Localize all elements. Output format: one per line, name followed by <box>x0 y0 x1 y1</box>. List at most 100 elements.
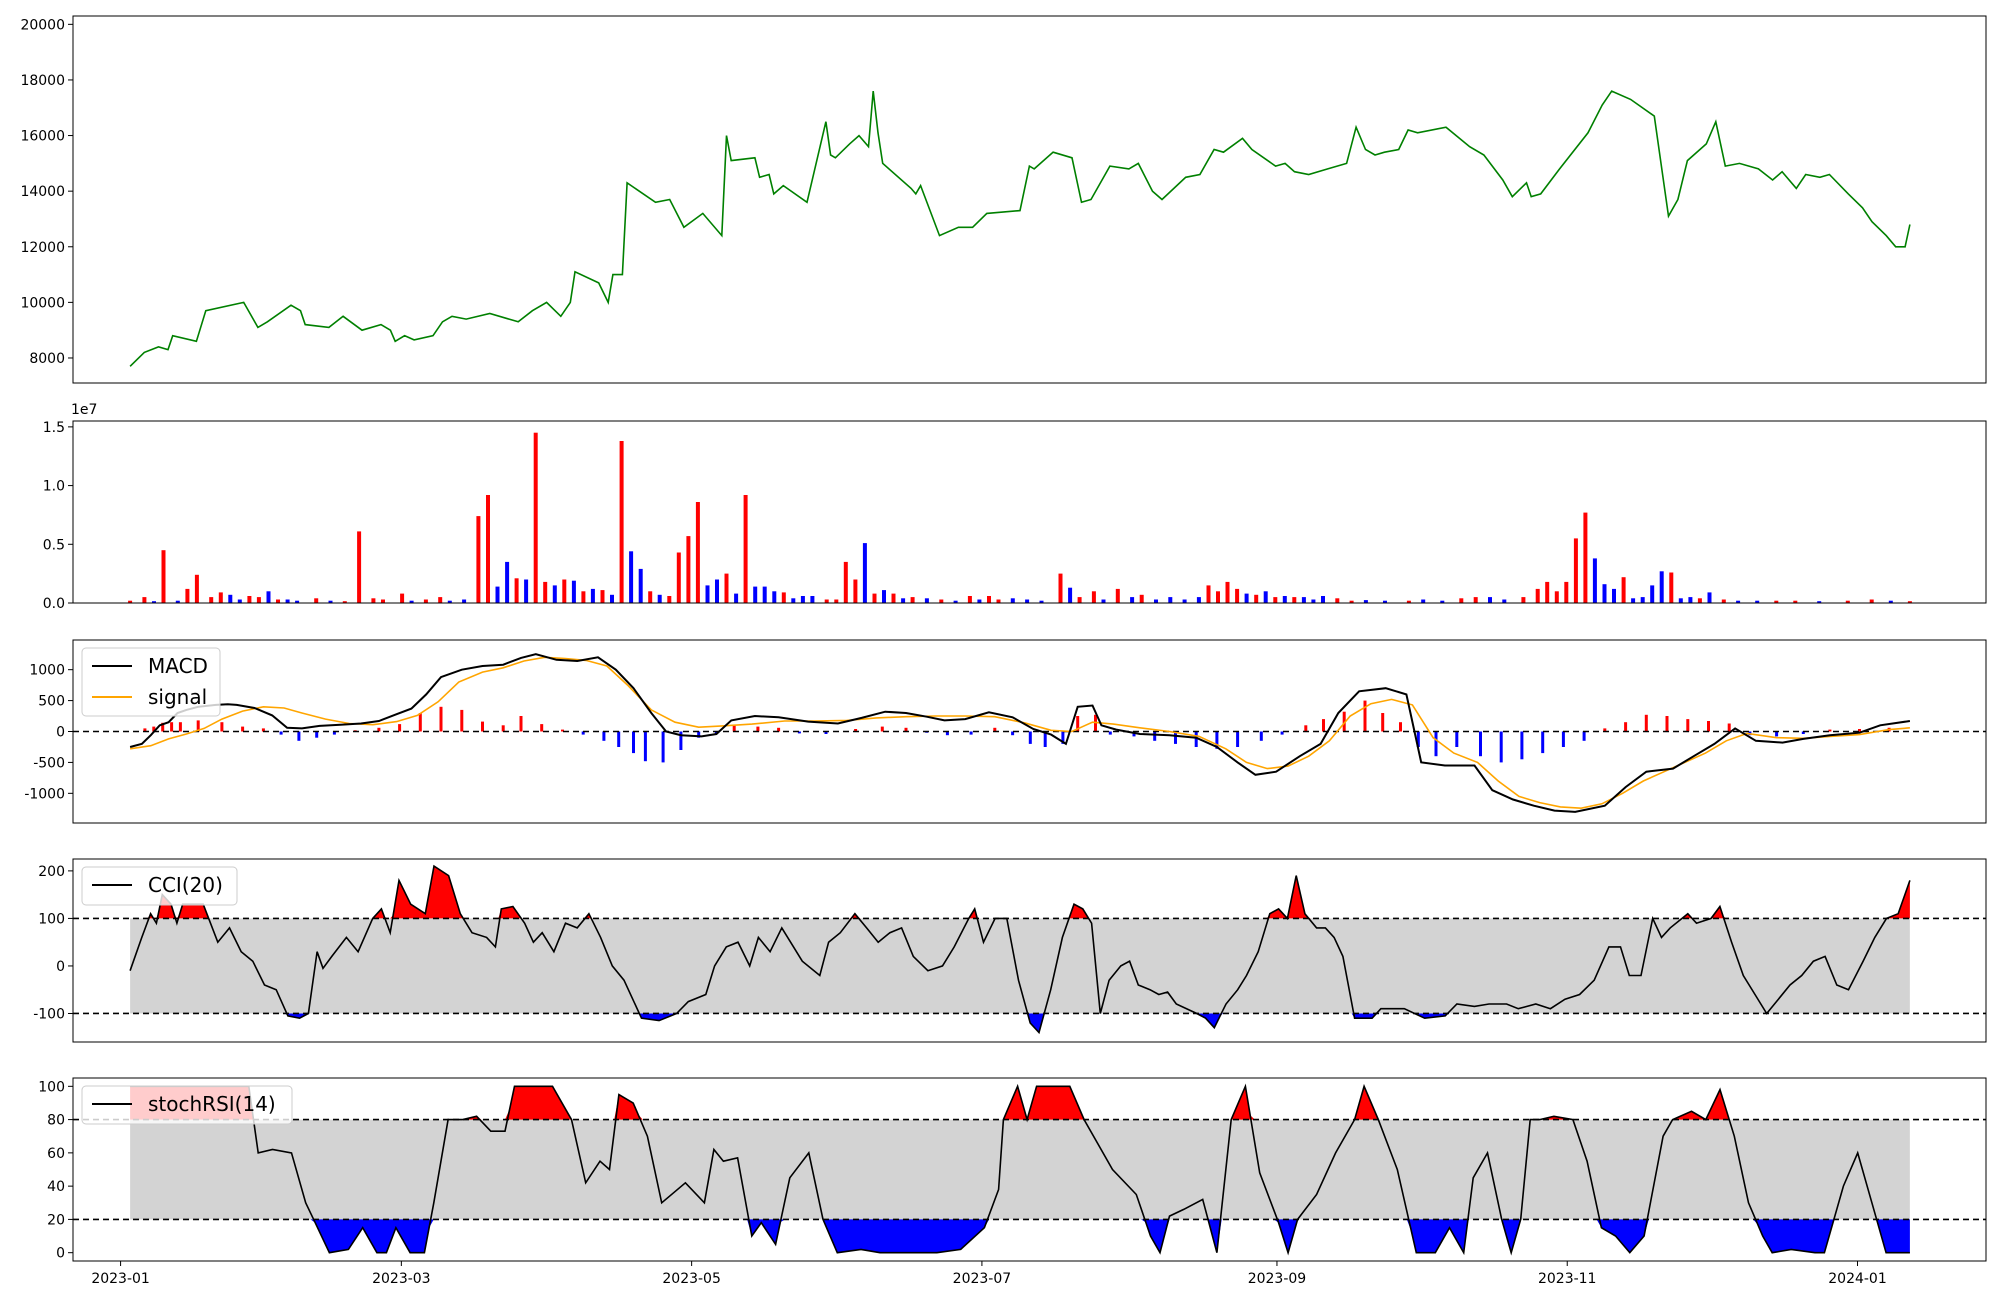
x-tick-label: 2023-09 <box>1248 1271 1307 1287</box>
volume-bar <box>1091 591 1096 603</box>
volume-panel-frame <box>72 420 1987 604</box>
macd-histogram-bar <box>1236 731 1240 747</box>
volume-bar <box>142 597 147 603</box>
macd-histogram-bar <box>178 722 182 732</box>
macd-histogram-bar <box>1455 731 1459 747</box>
stochrsi-panel: 0 20 40 60 80 100 stochRSI(14) <box>38 1077 1987 1262</box>
date-x-axis: 2023-01 2023-03 2023-05 2023-07 2023-09 2023-… <box>91 1261 1887 1287</box>
y-tick-label: 200 <box>38 864 65 880</box>
macd-histogram-bar <box>679 731 683 750</box>
volume-bar <box>686 536 691 603</box>
macd-histogram-bar <box>1259 731 1263 741</box>
volume-bar <box>1621 577 1626 603</box>
volume-bar <box>209 597 214 603</box>
volume-bar <box>276 599 280 603</box>
volume-bar <box>1254 594 1259 603</box>
macd-histogram-bar <box>880 726 884 732</box>
stochrsi-line <box>130 1083 1910 1256</box>
volume-bar <box>734 593 739 603</box>
volume-bar <box>1659 571 1664 603</box>
volume-bar <box>705 585 710 603</box>
macd-histogram-bar <box>1520 731 1524 760</box>
macd-histogram-bar <box>1215 731 1219 749</box>
y-tick-label: 1.5 <box>43 420 65 436</box>
volume-bar <box>381 599 385 603</box>
y-tick-label: 0.5 <box>43 537 65 553</box>
volume-bar <box>1440 600 1445 603</box>
volume-bar <box>342 601 347 603</box>
volume-bar <box>1535 588 1540 603</box>
y-tick-label: 14000 <box>20 184 65 200</box>
macd-histogram-bar <box>1727 723 1731 732</box>
volume-bar <box>571 580 576 603</box>
volume-bar <box>1583 512 1588 603</box>
macd-histogram-bar <box>1132 731 1136 737</box>
volume-bar <box>924 598 929 603</box>
y-tick-label: 60 <box>47 1146 65 1162</box>
macd-histogram-bar <box>1342 711 1346 732</box>
volume-bar <box>1612 588 1616 603</box>
volume-bar <box>1817 601 1822 603</box>
macd-histogram-bar <box>561 729 564 732</box>
volume-bar <box>1010 598 1015 603</box>
y-tick-label: 20000 <box>20 17 65 33</box>
macd-histogram-bar <box>1416 731 1420 747</box>
x-tick-label: 2023-07 <box>953 1271 1012 1287</box>
volume-bar <box>1736 600 1741 603</box>
volume-bar <box>314 598 319 603</box>
volume-bar <box>1755 600 1760 603</box>
macd-histogram-bar <box>261 728 265 732</box>
volume-bar <box>1168 597 1173 603</box>
macd-histogram-bar <box>332 731 336 735</box>
volume-bar <box>901 598 906 603</box>
macd-panel: -1000 -500 0 500 1000 MACD signal <box>24 639 1987 824</box>
volume-bar <box>1068 587 1073 603</box>
volume-bar <box>762 586 767 603</box>
x-tick-label: 2023-05 <box>662 1271 721 1287</box>
x-tick-label: 2023-01 <box>91 1271 150 1287</box>
volume-bar <box>967 596 972 603</box>
macd-histogram-bar <box>196 720 200 732</box>
volume-bar <box>175 600 180 603</box>
volume-bar <box>1721 599 1726 603</box>
volume-bar <box>1545 581 1550 603</box>
macd-histogram-bar <box>398 724 402 732</box>
volume-bar <box>462 599 467 603</box>
macd-histogram-bar <box>170 722 174 732</box>
y-tick-label: -100 <box>33 1006 65 1022</box>
volume-bar <box>543 581 548 603</box>
macd-histogram-bar <box>279 731 283 735</box>
stochrsi-legend-label: stochRSI(14) <box>148 1092 276 1116</box>
volume-bar <box>638 568 643 603</box>
volume-bar <box>724 573 729 603</box>
volume-bar <box>505 561 510 603</box>
volume-bar <box>1697 598 1702 603</box>
volume-bar <box>987 596 991 603</box>
macd-legend-label: MACD <box>148 654 208 678</box>
price-panel-frame <box>72 15 1987 384</box>
y-tick-label: 16000 <box>20 129 65 145</box>
macd-histogram-bar <box>697 731 701 738</box>
macd-histogram-bar <box>1644 714 1648 732</box>
volume-bar <box>228 594 233 603</box>
volume-bar <box>237 599 242 603</box>
volume-bar <box>1793 600 1798 603</box>
volume-bar <box>1077 597 1082 603</box>
macd-histogram-bar <box>993 727 997 732</box>
stochrsi-legend: stochRSI(14) <box>81 1085 293 1125</box>
volume-bar <box>1154 599 1158 603</box>
macd-histogram-bar <box>945 731 949 736</box>
volume-bar <box>562 579 567 603</box>
volume-bar <box>843 561 848 603</box>
volume-bar <box>218 592 223 603</box>
macd-histogram-bar <box>1363 700 1367 732</box>
macd-histogram-bar <box>1076 716 1080 732</box>
volume-bar <box>1845 600 1850 603</box>
macd-histogram-bar <box>377 727 381 732</box>
stochrsi-overbought-fill <box>130 1086 1910 1120</box>
volume-bar <box>1774 600 1779 603</box>
volume-bar <box>1058 573 1063 603</box>
volume-bar <box>285 599 290 603</box>
volume-bar <box>1321 596 1325 603</box>
volume-bar <box>185 588 190 603</box>
